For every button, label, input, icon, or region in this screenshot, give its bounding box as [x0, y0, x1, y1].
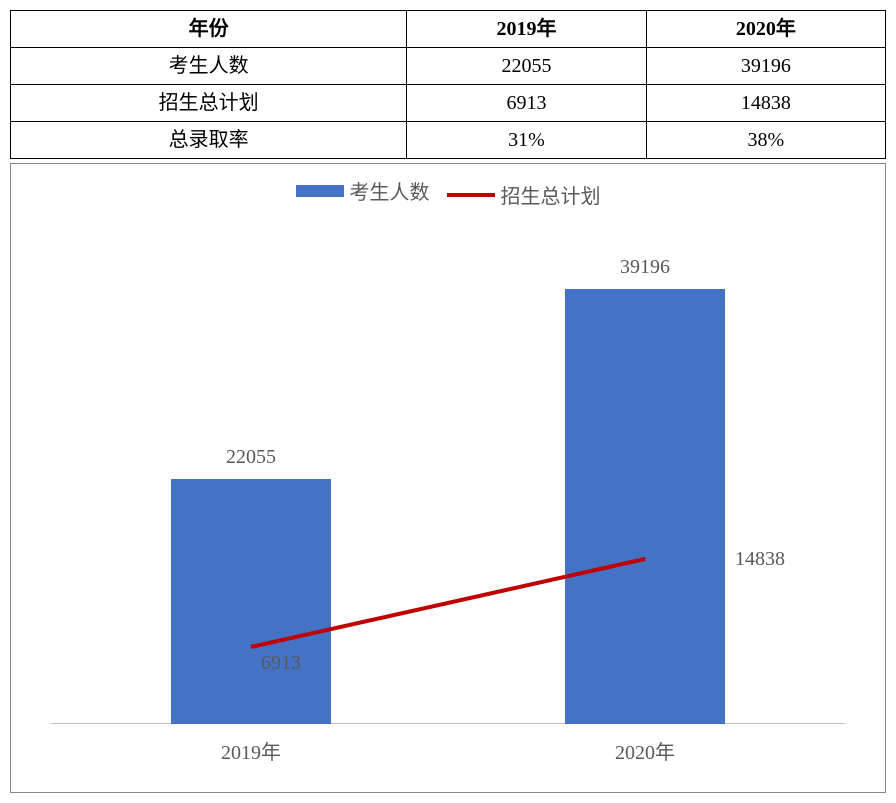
table-cell: 22055	[407, 48, 646, 85]
data-table: 年份 2019年 2020年 考生人数 22055 39196 招生总计划 69…	[10, 10, 886, 159]
legend-label: 招生总计划	[501, 180, 601, 209]
table-row-label: 招生总计划	[11, 85, 407, 122]
table-cell: 39196	[646, 48, 885, 85]
table-cell: 14838	[646, 85, 885, 122]
table-row-label: 考生人数	[11, 48, 407, 85]
line-label-2020: 14838	[735, 548, 785, 571]
line-label-2019: 6913	[261, 652, 301, 675]
table-header-cell: 年份	[11, 11, 407, 48]
legend-label: 考生人数	[350, 176, 430, 205]
plot-area: 22055 39196 6913 14838	[51, 224, 845, 724]
table-row-label: 总录取率	[11, 122, 407, 159]
legend-swatch-line	[447, 193, 495, 197]
bar-2020	[565, 289, 725, 725]
table-cell: 31%	[407, 122, 646, 159]
bar-label-2020: 39196	[565, 256, 725, 279]
table-header-cell: 2020年	[646, 11, 885, 48]
legend-item-line: 招生总计划	[447, 180, 601, 209]
legend-swatch-bar	[296, 185, 344, 197]
bar-2019	[171, 479, 331, 724]
table-cell: 6913	[407, 85, 646, 122]
table-cell: 38%	[646, 122, 885, 159]
x-axis-label-2020: 2020年	[565, 736, 725, 765]
bar-label-2019: 22055	[171, 446, 331, 469]
legend-item-bar: 考生人数	[296, 176, 430, 205]
table-header-cell: 2019年	[407, 11, 646, 48]
x-axis-label-2019: 2019年	[171, 736, 331, 765]
chart-area: 考生人数 招生总计划 22055 39196 6913 14838 2019年 …	[10, 163, 886, 793]
chart-legend: 考生人数 招生总计划	[11, 176, 885, 209]
